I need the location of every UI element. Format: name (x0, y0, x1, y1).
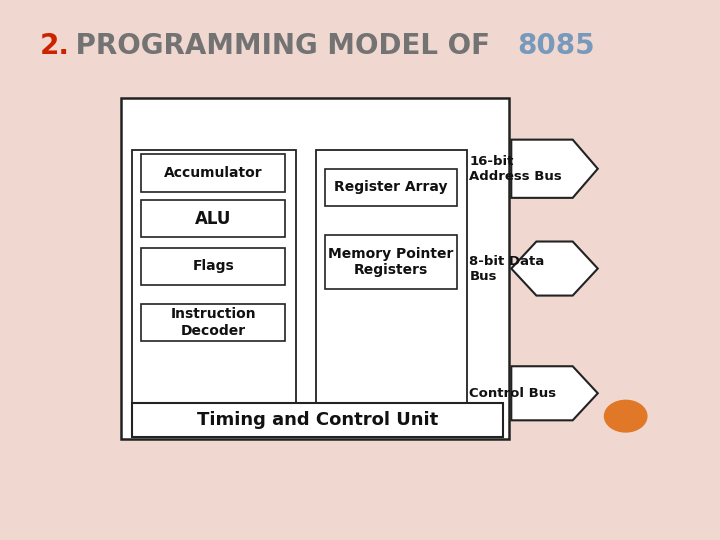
Text: Memory Pointer
Registers: Memory Pointer Registers (328, 247, 454, 278)
FancyBboxPatch shape (325, 235, 456, 289)
FancyBboxPatch shape (141, 154, 285, 192)
FancyBboxPatch shape (316, 150, 467, 416)
Polygon shape (511, 140, 598, 198)
FancyBboxPatch shape (141, 304, 285, 341)
Text: Instruction
Decoder: Instruction Decoder (171, 307, 256, 338)
Text: 16-bit
Address Bus: 16-bit Address Bus (469, 155, 562, 183)
FancyBboxPatch shape (132, 150, 297, 416)
Text: Register Array: Register Array (334, 180, 448, 194)
FancyBboxPatch shape (141, 248, 285, 285)
Text: 8085: 8085 (517, 32, 595, 60)
Text: Timing and Control Unit: Timing and Control Unit (197, 411, 438, 429)
Polygon shape (511, 366, 598, 420)
FancyBboxPatch shape (325, 168, 456, 206)
FancyBboxPatch shape (132, 403, 503, 437)
Text: 2.: 2. (40, 32, 70, 60)
Circle shape (605, 400, 647, 432)
Text: ALU: ALU (195, 210, 232, 228)
Text: Control Bus: Control Bus (469, 387, 557, 400)
FancyBboxPatch shape (121, 98, 508, 439)
Polygon shape (511, 241, 598, 295)
FancyBboxPatch shape (141, 200, 285, 238)
Text: PROGRAMMING MODEL OF: PROGRAMMING MODEL OF (66, 32, 500, 60)
Text: Flags: Flags (192, 259, 234, 273)
Text: Accumulator: Accumulator (164, 166, 263, 180)
Text: 8-bit Data
Bus: 8-bit Data Bus (469, 254, 545, 282)
